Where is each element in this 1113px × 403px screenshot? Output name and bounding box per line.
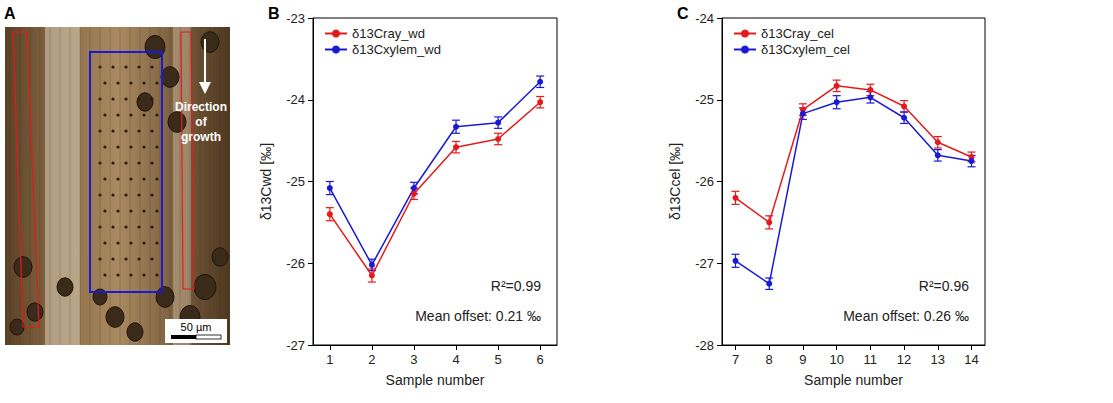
svg-text:7: 7 <box>732 352 739 367</box>
svg-text:Direction: Direction <box>175 100 227 114</box>
svg-text:-25: -25 <box>695 92 714 107</box>
svg-text:3: 3 <box>410 352 417 367</box>
svg-text:Sample number: Sample number <box>804 372 903 388</box>
svg-text:δ13Cxylem_cel: δ13Cxylem_cel <box>761 42 850 57</box>
svg-text:8: 8 <box>766 352 773 367</box>
svg-text:-24: -24 <box>286 92 305 107</box>
svg-text:of: of <box>195 115 207 129</box>
svg-text:6: 6 <box>537 352 544 367</box>
svg-text:-27: -27 <box>286 338 305 353</box>
svg-text:9: 9 <box>799 352 806 367</box>
svg-text:1: 1 <box>326 352 333 367</box>
svg-text:δ13Cwd [‰]: δ13Cwd [‰] <box>258 143 274 220</box>
svg-text:δ13Ccel [‰]: δ13Ccel [‰] <box>667 143 683 220</box>
svg-text:4: 4 <box>452 352 459 367</box>
svg-text:C: C <box>677 5 689 22</box>
svg-text:50 µm: 50 µm <box>181 321 212 333</box>
svg-text:-26: -26 <box>695 174 714 189</box>
svg-text:Mean offset: 0.26 ‰: Mean offset: 0.26 ‰ <box>843 308 969 324</box>
svg-text:-23: -23 <box>286 11 305 26</box>
svg-text:-26: -26 <box>286 256 305 271</box>
svg-text:-27: -27 <box>695 256 714 271</box>
svg-text:growth: growth <box>181 130 221 144</box>
svg-text:δ13Cray_wd: δ13Cray_wd <box>352 26 425 41</box>
svg-text:13: 13 <box>931 352 945 367</box>
svg-text:-24: -24 <box>695 11 714 26</box>
svg-text:14: 14 <box>964 352 978 367</box>
svg-text:δ13Cxylem_wd: δ13Cxylem_wd <box>352 42 441 57</box>
svg-text:12: 12 <box>897 352 911 367</box>
svg-text:10: 10 <box>829 352 843 367</box>
svg-text:R²=0.96: R²=0.96 <box>919 278 969 294</box>
svg-text:Sample number: Sample number <box>386 372 485 388</box>
svg-text:-25: -25 <box>286 174 305 189</box>
svg-text:δ13Cray_cel: δ13Cray_cel <box>761 26 834 41</box>
svg-text:R²=0.99: R²=0.99 <box>491 278 541 294</box>
svg-text:11: 11 <box>864 352 878 367</box>
svg-text:5: 5 <box>494 352 501 367</box>
svg-text:2: 2 <box>368 352 375 367</box>
svg-text:-28: -28 <box>695 338 714 353</box>
svg-text:B: B <box>268 5 280 22</box>
svg-text:Mean offset: 0.21 ‰: Mean offset: 0.21 ‰ <box>415 308 541 324</box>
svg-text:A: A <box>4 5 16 22</box>
